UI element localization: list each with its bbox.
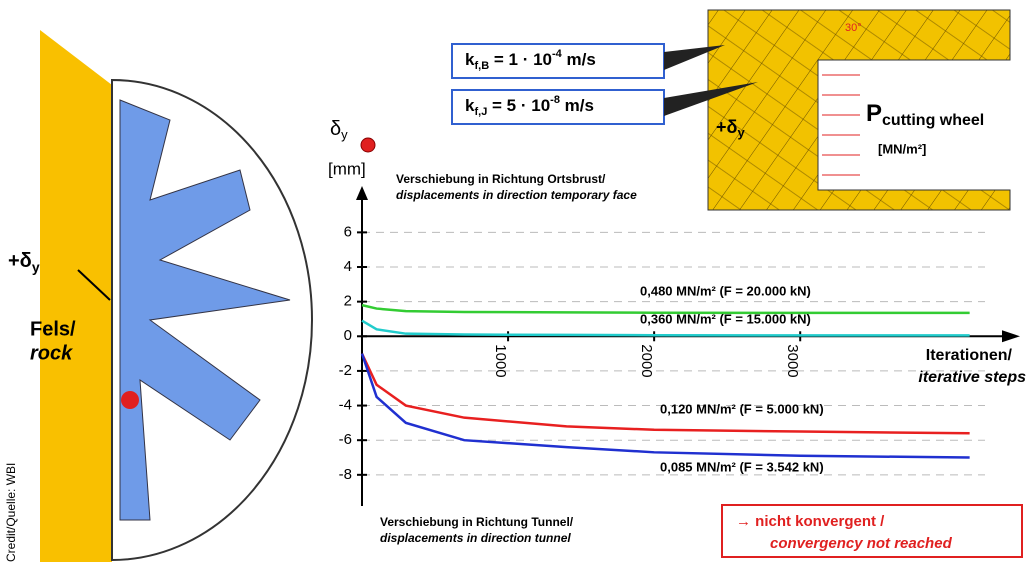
- y-tick-label: -6: [339, 431, 352, 448]
- delta-left: +δy: [8, 250, 40, 274]
- callout: → nicht konvergent /: [736, 513, 885, 530]
- pressure: Pcutting wheel: [866, 100, 984, 129]
- x-tick-label: 3000: [784, 344, 801, 377]
- x-axis-label: iterative steps: [918, 369, 1026, 386]
- series-label: 0,480 MN/m² (F = 20.000 kN): [640, 283, 811, 298]
- y-axis-unit: [mm]: [328, 159, 366, 178]
- y-arrow: [356, 186, 368, 200]
- note: displacements in direction tunnel: [380, 531, 571, 545]
- pressure-arrows: [822, 75, 860, 175]
- rock-face: [40, 30, 112, 562]
- x-arrow: [1002, 330, 1020, 342]
- rock-block: [708, 10, 1010, 210]
- y-tick-label: 2: [344, 293, 352, 310]
- series-line: [362, 354, 970, 434]
- y-tick-label: 6: [344, 223, 352, 240]
- angle: 30°: [845, 22, 862, 34]
- point-symbol: [361, 138, 375, 152]
- y-tick-label: -8: [339, 466, 352, 483]
- y-tick-label: 4: [344, 258, 352, 275]
- credit: Credit/Quelle: WBI: [4, 463, 18, 562]
- note: Verschiebung in Richtung Ortsbrust/: [396, 172, 606, 186]
- point: [121, 391, 139, 409]
- series-label: 0,360 MN/m² (F = 15.000 kN): [640, 311, 811, 326]
- series-label: 0,085 MN/m² (F = 3.542 kN): [660, 459, 824, 474]
- rock-label: rock: [30, 342, 73, 364]
- note: displacements in direction temporary fac…: [396, 188, 637, 202]
- series-label: 0,120 MN/m² (F = 5.000 kN): [660, 401, 824, 416]
- rock-label: Fels/: [30, 318, 76, 340]
- y-tick-label: -4: [339, 397, 352, 414]
- plot: -8 -6 -4 -2 0 2 4 6 1000 2000 3000 0,480 MN/m² (F =…: [339, 186, 1020, 506]
- y-axis-label: δy: [330, 118, 348, 142]
- figure: +δy Fels/ rock Credit/Quelle: WBI 30° Pc…: [0, 0, 1029, 562]
- pressure-unit: [MN/m²]: [878, 141, 926, 156]
- note: Verschiebung in Richtung Tunnel/: [380, 515, 574, 529]
- x-tick-label: 2000: [638, 344, 655, 377]
- y-tick-label: 0: [344, 327, 352, 344]
- y-tick-label: -2: [339, 362, 352, 379]
- x-axis-label: Iterationen/: [926, 347, 1013, 364]
- x-tick-label: 1000: [492, 344, 509, 377]
- callout: convergency not reached: [770, 535, 953, 552]
